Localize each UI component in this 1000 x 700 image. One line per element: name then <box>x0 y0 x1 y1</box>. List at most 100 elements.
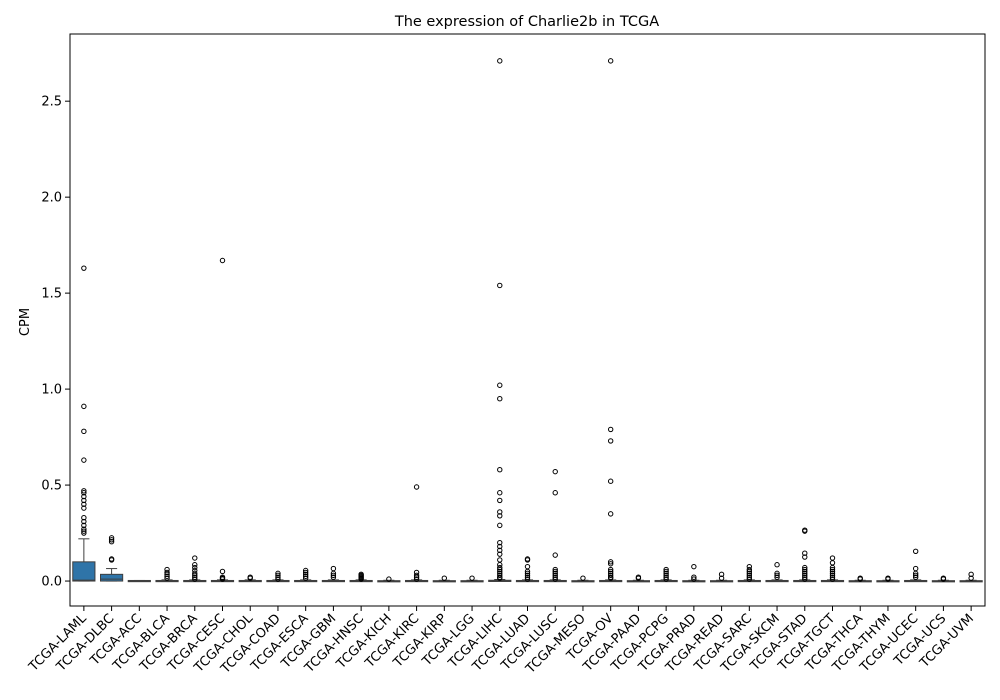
outlier-point <box>802 564 808 571</box>
outlier-point <box>524 563 531 570</box>
outlier-point <box>607 575 614 581</box>
outlier-point <box>497 557 503 563</box>
outlier-point <box>691 576 697 582</box>
outlier-point <box>497 509 503 515</box>
box-group <box>848 575 872 583</box>
outlier-point <box>108 557 115 563</box>
outlier-point <box>663 576 669 582</box>
box-group <box>100 535 124 582</box>
outlier-point <box>247 575 253 581</box>
outlier-point <box>192 570 198 577</box>
outlier-point <box>552 576 558 582</box>
outlier-point <box>330 574 337 580</box>
outlier-point <box>497 522 503 529</box>
box-group <box>294 567 318 583</box>
box-group <box>460 575 484 583</box>
outlier-point <box>413 484 420 490</box>
outlier-point <box>663 570 669 577</box>
outlier-point <box>164 575 170 581</box>
outlier-point <box>885 576 891 582</box>
box-group <box>210 257 235 583</box>
outlier-point <box>192 572 198 578</box>
outlier-point <box>81 528 87 534</box>
box-group <box>72 265 96 582</box>
box-group <box>543 468 567 583</box>
box-group <box>626 574 650 583</box>
box-group <box>155 566 179 583</box>
outlier-point <box>219 568 226 575</box>
outlier-point <box>497 395 503 402</box>
outlier-point <box>774 562 780 568</box>
outlier-point <box>746 566 753 573</box>
box-group <box>931 575 955 583</box>
outlier-point <box>524 572 531 578</box>
outlier-point <box>829 576 836 582</box>
outlier-point <box>691 563 697 570</box>
box-rect <box>72 561 96 582</box>
box-group <box>571 575 595 583</box>
outlier-point <box>81 265 87 271</box>
box-group <box>793 527 817 583</box>
outlier-point <box>552 552 558 558</box>
outlier-point <box>552 570 558 577</box>
outlier-point <box>192 562 198 568</box>
outlier-point <box>746 574 753 580</box>
outlier-point <box>802 528 808 534</box>
outlier-point <box>746 570 753 577</box>
outlier-point <box>829 566 836 573</box>
outlier-point <box>497 467 503 473</box>
plot-frame <box>69 33 986 607</box>
y-tick-label: 1.0 <box>41 383 62 398</box>
box-group <box>515 556 540 583</box>
outlier-point <box>663 572 669 578</box>
box-group <box>820 555 845 583</box>
outlier-point <box>386 576 392 582</box>
outlier-point <box>829 572 836 578</box>
outlier-point <box>497 551 503 557</box>
outlier-point <box>829 564 836 571</box>
outlier-point <box>497 547 503 554</box>
outlier-point <box>635 575 642 581</box>
outlier-point <box>607 568 614 575</box>
outlier-point <box>829 560 836 566</box>
outlier-point <box>497 58 503 64</box>
outlier-point <box>192 564 198 571</box>
box-group <box>183 555 207 583</box>
outlier-point <box>497 539 503 546</box>
outlier-point <box>81 501 87 507</box>
outlier-point <box>607 58 614 64</box>
box-group <box>654 566 678 583</box>
outlier-point <box>607 572 614 578</box>
box-group <box>127 579 151 583</box>
outlier-point <box>81 505 87 511</box>
outlier-point <box>81 428 87 435</box>
box-group <box>959 571 983 583</box>
outlier-point <box>802 574 808 580</box>
outlier-point <box>746 568 753 575</box>
outlier-point <box>968 571 974 578</box>
outlier-point <box>302 575 309 581</box>
outlier-point <box>275 576 281 582</box>
outlier-point <box>497 568 503 575</box>
outlier-point <box>81 457 87 463</box>
outlier-point <box>302 567 309 574</box>
outlier-point <box>192 574 198 580</box>
outlier-point <box>413 572 420 578</box>
outlier-point <box>469 575 475 581</box>
outlier-point <box>497 575 503 581</box>
outlier-point <box>81 490 87 496</box>
outlier-point <box>219 257 226 264</box>
outlier-point <box>275 574 281 580</box>
outlier-point <box>802 568 808 575</box>
outlier-point <box>691 574 697 580</box>
outlier-point <box>497 382 503 388</box>
outlier-point <box>81 522 87 529</box>
outlier-point <box>552 568 558 575</box>
outlier-point <box>497 543 503 550</box>
outlier-point <box>718 571 725 578</box>
box-group <box>682 563 706 583</box>
outlier-point <box>81 403 87 410</box>
outlier-point <box>607 561 614 567</box>
outlier-point <box>192 576 198 582</box>
outlier-point <box>912 548 919 554</box>
